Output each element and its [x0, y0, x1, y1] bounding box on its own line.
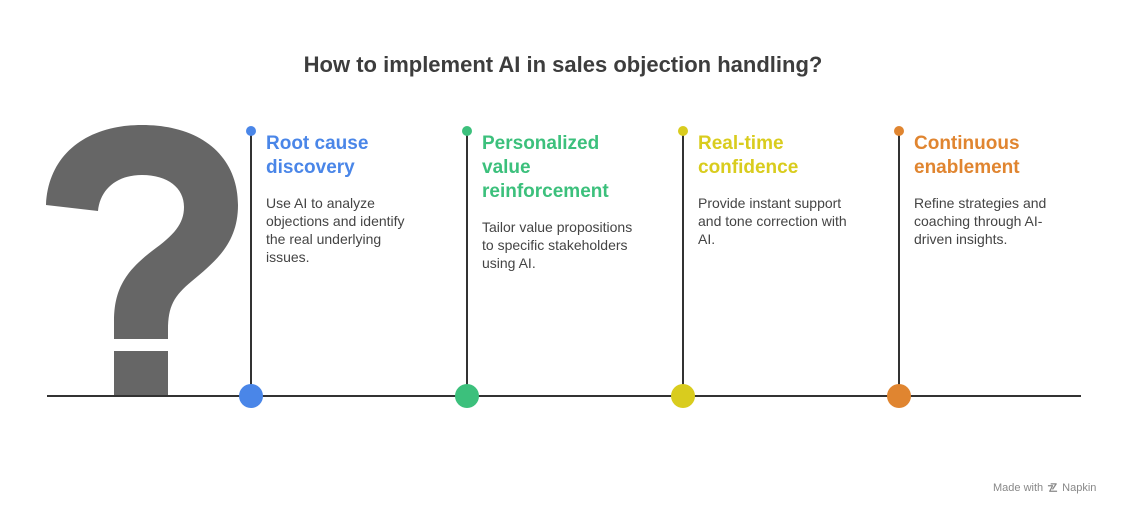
step-stem: [682, 131, 684, 396]
made-with-napkin-footer[interactable]: Made with Napkin: [993, 482, 1096, 494]
step-description-line: using AI.: [482, 255, 536, 271]
footer-prefix: Made with: [993, 482, 1044, 494]
step-title: Root cause discovery: [266, 132, 446, 180]
step-title-line: Personalized: [482, 133, 600, 154]
step-title: Real-time confidence: [698, 132, 878, 180]
step-description-line: to specific stakeholders: [482, 237, 628, 253]
step-description: Refine strategies and coaching through A…: [914, 194, 1089, 248]
step-title: Personalized value reinforcement: [482, 132, 662, 204]
diagram-title: How to implement AI in sales objection h…: [303, 52, 823, 77]
step-title-line: enablement: [914, 157, 1020, 178]
step-timeline-dot: [239, 384, 263, 408]
step-title-line: Root cause: [266, 133, 369, 154]
step-title-line: Continuous: [914, 133, 1020, 154]
step-description-line: Provide instant support: [698, 195, 842, 211]
step-description: Provide instant support and tone correct…: [698, 194, 873, 248]
step-description-line: the real underlying: [266, 231, 382, 247]
step-stem: [250, 131, 252, 396]
step-title-line: value: [482, 157, 531, 178]
timeline-baseline: [47, 395, 1081, 397]
step-description-line: Use AI to analyze: [266, 195, 375, 211]
step-top-dot: [246, 126, 256, 136]
step-description-line: Refine strategies and: [914, 195, 1047, 211]
step-description-line: driven insights.: [914, 231, 1008, 247]
step-description: Tailor value propositions to specific st…: [482, 218, 657, 272]
step-description-line: Tailor value propositions: [482, 219, 633, 235]
step-description: Use AI to analyze objections and identif…: [266, 194, 441, 266]
step-top-dot: [894, 126, 904, 136]
step-timeline-dot: [887, 384, 911, 408]
step-stem: [466, 131, 468, 396]
step-timeline-dot: [671, 384, 695, 408]
step-title: Continuous enablement: [914, 132, 1094, 180]
step-top-dot: [462, 126, 472, 136]
step-timeline-dot: [455, 384, 479, 408]
step-description-line: coaching through AI-: [914, 213, 1043, 229]
footer-brand: Napkin: [1062, 482, 1097, 494]
step-description-line: objections and identify: [266, 213, 405, 229]
step-stem: [898, 131, 900, 396]
step-description-line: issues.: [266, 249, 310, 265]
step-title-line: discovery: [266, 157, 355, 178]
step-description-line: AI.: [698, 231, 716, 247]
step-top-dot: [678, 126, 688, 136]
question-mark-icon: [46, 125, 238, 397]
step-description-line: and tone correction with: [698, 213, 847, 229]
step-title-line: Real-time: [698, 133, 784, 154]
step-title-line: reinforcement: [482, 181, 609, 202]
napkin-logo-icon: [1048, 482, 1058, 492]
step-title-line: confidence: [698, 157, 799, 178]
